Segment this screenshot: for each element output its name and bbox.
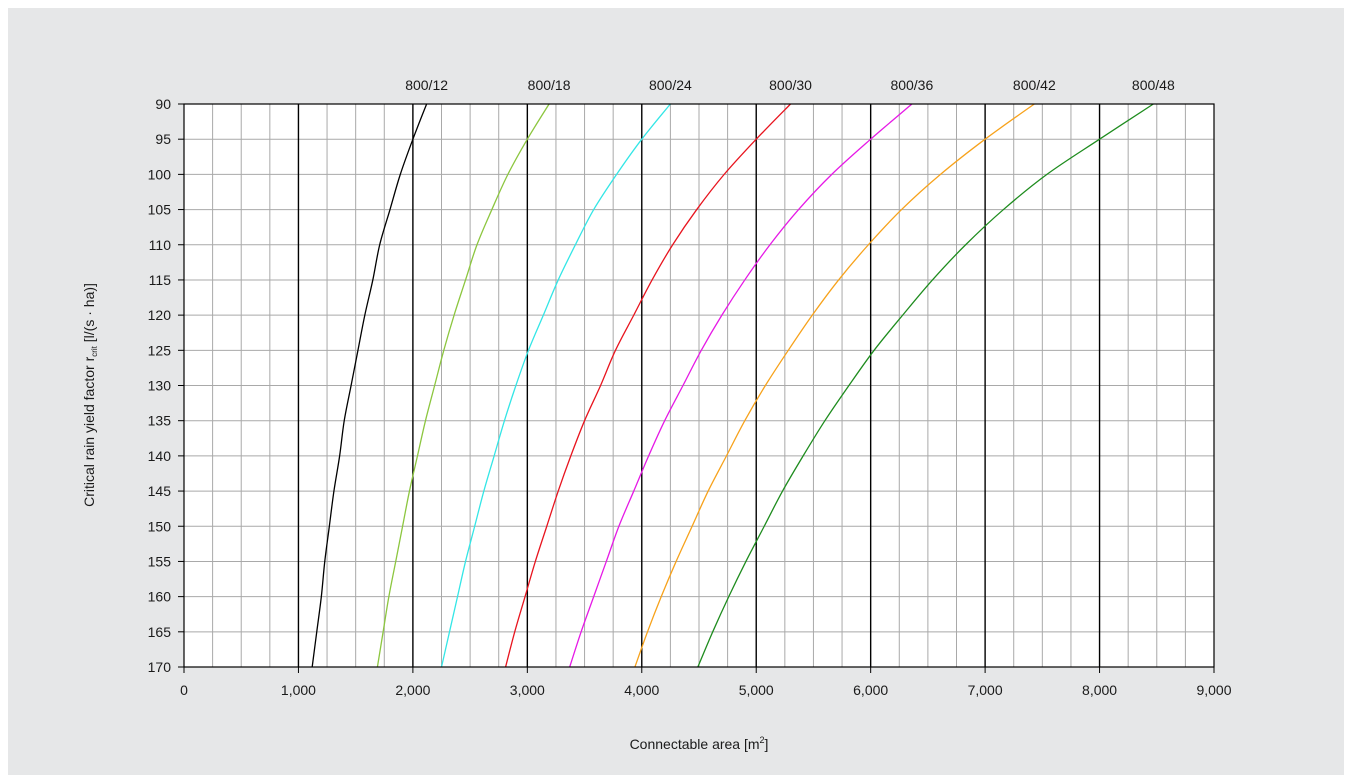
x-tick-label: 5,000: [739, 682, 774, 698]
x-axis-title-sup: 2: [760, 735, 765, 745]
x-axis-ticks: 0 1,000 2,000 3,000 4,000 5,000 6,000 7,000 8,00…: [180, 667, 1232, 698]
y-tick-label: 160: [148, 589, 172, 605]
y-tick-label: 90: [155, 96, 171, 112]
y-axis-ticks: 90 95 100 105 110 115 120 125 130 135 140 145 150 155…: [148, 96, 184, 675]
chart-panel: 0 1,000 2,000 3,000 4,000 5,000 6,000 7,000 8,00…: [8, 8, 1344, 775]
y-tick-label: 100: [148, 166, 172, 182]
series-line-800-48: [697, 103, 1154, 668]
y-tick-label: 110: [149, 237, 172, 253]
series-label-800-12: 800/12: [405, 77, 448, 93]
x-tick-label: 4,000: [624, 682, 659, 698]
series-label-800-30: 800/30: [769, 77, 812, 93]
y-tick-label: 120: [148, 307, 172, 323]
x-tick-label: 9,000: [1196, 682, 1231, 698]
y-tick-label: 145: [148, 483, 172, 499]
x-tick-label: 6,000: [853, 682, 888, 698]
x-axis-title: Connectable area [m2]: [630, 735, 769, 752]
series-label-800-24: 800/24: [649, 77, 692, 93]
major-gridlines: [297, 104, 1101, 667]
x-tick-label: 1,000: [281, 682, 316, 698]
x-tick-label: 0: [180, 682, 188, 698]
y-tick-label: 155: [148, 553, 172, 569]
y-axis-title-sub: crit: [90, 345, 99, 356]
series-lines: [311, 103, 1154, 668]
x-tick-label: 7,000: [968, 682, 1003, 698]
y-tick-label: 115: [149, 272, 172, 288]
y-axis-title: Critical rain yield factor rcrit [l/(s ·…: [81, 283, 99, 507]
y-tick-label: 125: [148, 342, 172, 358]
series-line-800-36: [569, 103, 913, 668]
x-tick-label: 8,000: [1082, 682, 1117, 698]
y-tick-label: 105: [148, 202, 172, 218]
x-tick-label: 2,000: [395, 682, 430, 698]
series-line-800-30: [504, 103, 792, 668]
y-tick-label: 135: [148, 413, 172, 429]
y-tick-label: 165: [148, 624, 172, 640]
series-labels: 800/12 800/18 800/24 800/30 800/36 800/42 800/…: [405, 77, 1175, 93]
x-tick-label: 3,000: [510, 682, 545, 698]
series-line-800-24: [440, 103, 671, 668]
y-tick-label: 150: [148, 518, 172, 534]
series-line-800-18: [376, 103, 550, 668]
y-tick-label: 140: [148, 448, 172, 464]
y-tick-label: 95: [155, 131, 171, 147]
y-axis-title-tail: [l/(s · ha)]: [81, 283, 97, 346]
series-label-800-18: 800/18: [528, 77, 571, 93]
y-axis-title-text: Critical rain yield factor r: [81, 356, 97, 506]
x-axis-title-text: Connectable area [m: [630, 736, 760, 752]
chart: 0 1,000 2,000 3,000 4,000 5,000 6,000 7,000 8,00…: [81, 77, 1232, 752]
series-label-800-36: 800/36: [890, 77, 933, 93]
series-label-800-42: 800/42: [1013, 77, 1056, 93]
y-tick-label: 170: [148, 659, 172, 675]
series-line-800-12: [311, 103, 428, 668]
x-axis-title-tail: ]: [765, 736, 769, 752]
series-label-800-48: 800/48: [1132, 77, 1175, 93]
series-line-800-42: [634, 103, 1035, 668]
y-tick-label: 130: [148, 378, 172, 394]
